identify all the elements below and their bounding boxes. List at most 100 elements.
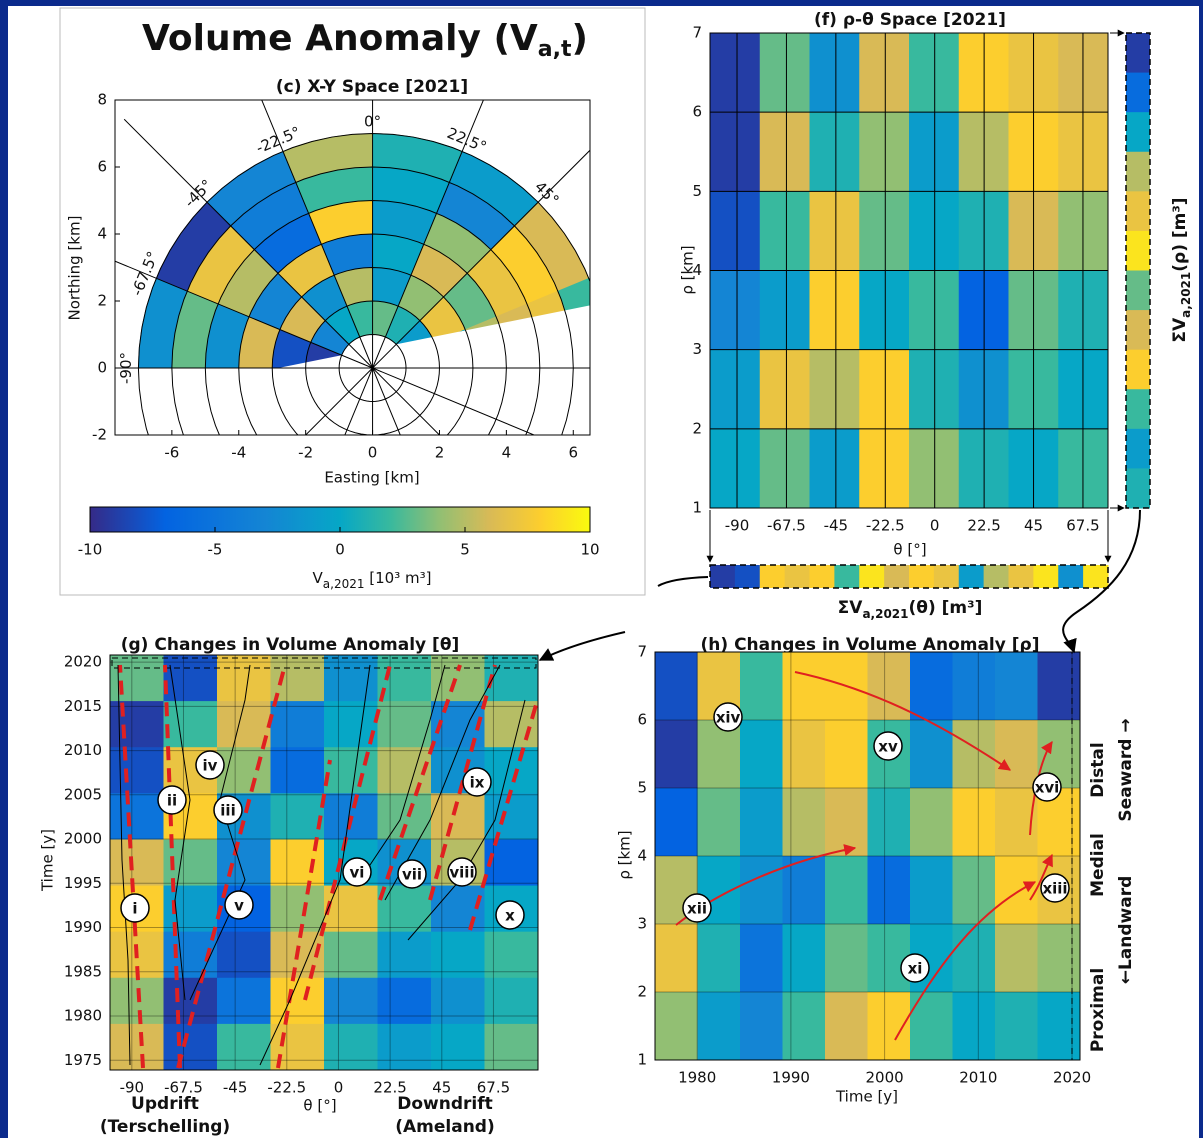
- x-tick-label: 22.5: [967, 517, 1000, 535]
- heatmap-cell: [163, 655, 218, 702]
- x-tick-label: -4: [231, 444, 246, 462]
- ring: [271, 266, 474, 435]
- heatmap-cell: [710, 33, 761, 113]
- heatmap-cell: [270, 793, 325, 840]
- colorbar-tick-label: 0: [335, 541, 345, 559]
- radial-line: [372, 367, 441, 435]
- heatmap-cell: [697, 720, 741, 789]
- note: Seaward →: [1116, 718, 1136, 821]
- bar-frame: [1125, 32, 1151, 509]
- heatmap-cell: [759, 33, 810, 113]
- heatmap-cell: [825, 720, 868, 789]
- heatmap-cell: [217, 655, 271, 702]
- heatmap-cell: [110, 977, 164, 1025]
- colorbar-tick-label: 10: [580, 541, 599, 559]
- radial-line: [261, 100, 374, 369]
- plot-frame: [109, 654, 539, 1071]
- annotation-marker: [195, 750, 225, 780]
- annotation: vii: [402, 866, 422, 884]
- heatmap-cell: [782, 652, 826, 721]
- note: (Terschelling): [100, 1117, 230, 1137]
- heatmap-cell: [825, 992, 868, 1061]
- y-tick-label: 2015: [64, 697, 102, 715]
- y-tick-label: 4: [637, 847, 647, 865]
- heatmap-cell: [484, 1023, 539, 1071]
- theta-sum-bar: [1083, 565, 1109, 588]
- radial-line: [344, 367, 374, 435]
- x-tick-label: 0: [334, 1079, 344, 1097]
- heatmap-cell: [484, 931, 539, 979]
- heatmap-cell: [825, 788, 868, 857]
- annotation-marker: [713, 702, 743, 732]
- heatmap-cell: [995, 856, 1038, 925]
- heatmap-cell: [710, 349, 761, 430]
- rho-sum-bar: [1126, 428, 1150, 469]
- heatmap-cell: [759, 112, 810, 192]
- annotation-marker: [873, 731, 903, 761]
- x-tick-label: 2010: [959, 1069, 997, 1087]
- heatmap-cell: [867, 788, 911, 857]
- annotation-marker: [213, 795, 243, 825]
- x-tick-label: -90: [120, 1079, 145, 1097]
- note: Proximal: [1088, 968, 1108, 1052]
- x-tick-label: -45: [824, 517, 849, 535]
- heatmap-cell: [217, 839, 271, 887]
- note: Distal: [1088, 742, 1108, 797]
- annotation: xi: [908, 960, 923, 978]
- heatmap-cell: [163, 885, 218, 933]
- heatmap-cell: [377, 885, 432, 933]
- y-tick-label: 6: [637, 711, 647, 729]
- annotation-marker: [1040, 873, 1070, 903]
- heatmap-cell: [867, 924, 911, 993]
- x-tick-label: 45: [1024, 517, 1043, 535]
- heatmap-cell: [270, 885, 325, 933]
- heatmap-cell: [867, 652, 911, 721]
- heatmap-cell: [697, 788, 741, 857]
- heatmap-cell: [910, 856, 953, 925]
- heatmap-cell: [431, 793, 485, 840]
- x-tick-label: 2000: [866, 1069, 904, 1087]
- theta-sum-bar: [710, 565, 736, 588]
- heatmap-cell: [782, 924, 826, 993]
- heatmap-cell: [697, 992, 741, 1061]
- heatmap-cell: [909, 33, 960, 113]
- plot-frame: [114, 99, 591, 436]
- x-tick-label: -67.5: [164, 1079, 203, 1097]
- y-tick-label: 4: [97, 225, 107, 243]
- panel-title: (g) Changes in Volume Anomaly [θ]: [121, 635, 460, 655]
- y-axis-label: ρ [km]: [679, 245, 697, 294]
- heatmap-cell: [809, 33, 860, 113]
- heatmap-cell: [484, 655, 539, 702]
- x-tick-label: 4: [502, 444, 512, 462]
- heatmap-cell: [377, 931, 432, 979]
- heatmap-cell: [809, 191, 860, 271]
- theta-sum-label: ΣVa,2021(θ) [m³]: [838, 598, 983, 621]
- annotation: xii: [687, 900, 707, 918]
- heatmap-cell: [952, 652, 996, 721]
- annotation: xv: [878, 738, 898, 756]
- heatmap-cell: [324, 931, 378, 979]
- radial-line: [115, 260, 373, 369]
- theta-sum-bar: [1058, 565, 1084, 588]
- heatmap-cell: [859, 33, 910, 113]
- heatmap-cell: [324, 747, 378, 794]
- y-tick-label: 2020: [64, 653, 102, 671]
- heatmap-cell: [995, 652, 1038, 721]
- theta-sum-bar: [834, 565, 860, 588]
- annotation: iii: [220, 802, 235, 820]
- heatmap-cell: [217, 977, 271, 1025]
- y-axis-label: Time [y]: [39, 829, 57, 892]
- ring: [204, 199, 541, 435]
- annotation-marker: [1032, 772, 1062, 802]
- note: ←Landward: [1116, 876, 1136, 985]
- rho-sum-bar: [1126, 389, 1150, 430]
- y-tick-label: 1985: [64, 962, 102, 980]
- heatmap-cell: [859, 270, 910, 351]
- heatmap-cell: [909, 428, 960, 509]
- annotation-marker: [682, 893, 712, 923]
- annotation-marker: [495, 900, 525, 930]
- x-tick-label: -90: [725, 517, 750, 535]
- x-tick-label: 0: [930, 517, 940, 535]
- y-tick-label: 2000: [64, 830, 102, 848]
